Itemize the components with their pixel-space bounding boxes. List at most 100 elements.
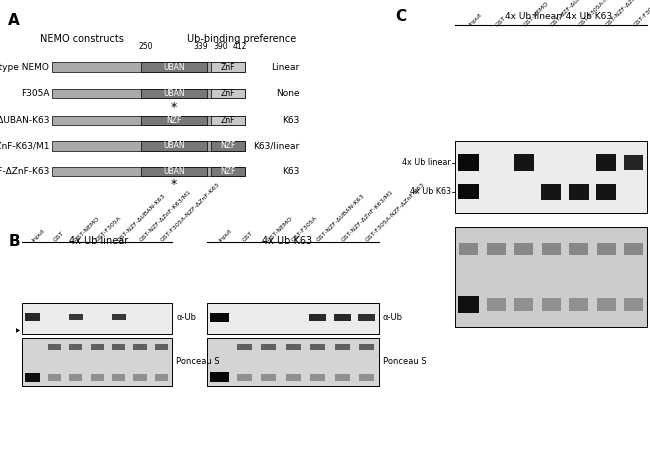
Text: NZF: NZF — [220, 167, 236, 176]
Text: GST-F305A: GST-F305A — [96, 215, 123, 243]
Bar — [285, 374, 301, 381]
Text: GST-NEMO: GST-NEMO — [523, 0, 549, 27]
Bar — [112, 314, 125, 320]
Bar — [487, 299, 506, 311]
Bar — [211, 313, 229, 321]
Text: ZnF: ZnF — [221, 89, 235, 98]
Bar — [359, 374, 374, 381]
Text: K63: K63 — [282, 167, 300, 176]
Text: α-Ub: α-Ub — [383, 313, 403, 322]
Text: GST-NEMO: GST-NEMO — [73, 216, 101, 243]
Bar — [458, 184, 479, 199]
Bar — [25, 373, 40, 382]
Bar — [211, 116, 245, 125]
Text: 250: 250 — [138, 43, 153, 51]
Bar — [112, 344, 125, 350]
Bar — [460, 243, 478, 255]
Bar — [237, 344, 252, 350]
Bar — [597, 243, 616, 255]
Text: GST-F305A-NZF-ΔZnF-K63: GST-F305A-NZF-ΔZnF-K63 — [160, 182, 220, 243]
Bar — [90, 374, 104, 381]
Bar — [569, 184, 589, 200]
Bar — [310, 374, 325, 381]
Bar — [455, 141, 647, 213]
Bar — [207, 338, 379, 386]
Bar — [261, 344, 276, 350]
Bar — [52, 89, 245, 98]
Bar — [52, 63, 245, 72]
Text: ▶: ▶ — [16, 328, 20, 333]
Text: Input: Input — [218, 228, 233, 243]
Bar — [112, 374, 125, 381]
Text: GST-NZF-ΔUBAN-K63: GST-NZF-ΔUBAN-K63 — [316, 193, 365, 243]
Bar — [155, 374, 168, 381]
Bar — [90, 344, 104, 350]
Bar — [133, 344, 147, 350]
Text: GST: GST — [52, 231, 65, 243]
Text: ZnF: ZnF — [221, 63, 235, 72]
Bar — [458, 154, 479, 171]
Text: GST-NZF-ΔZnF-K63/M1: GST-NZF-ΔZnF-K63/M1 — [340, 189, 394, 243]
Bar — [542, 299, 560, 311]
Text: F305A: F305A — [21, 89, 49, 98]
Bar — [52, 116, 245, 125]
Bar — [514, 243, 533, 255]
Bar — [542, 243, 560, 255]
Text: GST-F305A-NZF-ΔZnF-K63: GST-F305A-NZF-ΔZnF-K63 — [577, 0, 638, 27]
Bar — [211, 167, 245, 176]
Bar — [47, 374, 61, 381]
Bar — [207, 303, 379, 333]
Text: 390: 390 — [213, 43, 228, 51]
Text: K63/linear: K63/linear — [254, 141, 300, 150]
Text: GST-NZF-ΔZnF-K63/M1: GST-NZF-ΔZnF-K63/M1 — [605, 0, 650, 27]
Bar — [624, 243, 643, 255]
Bar — [487, 243, 506, 255]
Text: B: B — [8, 234, 20, 249]
Bar — [569, 243, 588, 255]
Bar — [458, 296, 479, 313]
Bar — [69, 374, 83, 381]
Bar — [211, 63, 245, 72]
Bar — [47, 344, 61, 350]
Text: GST-F305A: GST-F305A — [632, 0, 650, 27]
Bar — [310, 344, 325, 350]
Bar — [211, 372, 229, 382]
Text: NZF: NZF — [166, 116, 181, 125]
Text: ZnF: ZnF — [221, 116, 235, 125]
Text: Input: Input — [31, 228, 46, 243]
Text: GST-F305A-NZF-ΔZnF-K63: GST-F305A-NZF-ΔZnF-K63 — [365, 182, 426, 243]
Bar — [514, 154, 534, 171]
Text: K63: K63 — [282, 116, 300, 125]
Text: F305A NZF-ΔZnF-K63: F305A NZF-ΔZnF-K63 — [0, 167, 49, 176]
Text: GST-NZF-ΔZnF-K63/M1: GST-NZF-ΔZnF-K63/M1 — [138, 189, 192, 243]
Text: Wild type NEMO: Wild type NEMO — [0, 63, 49, 72]
Bar — [22, 338, 172, 386]
Bar — [596, 184, 616, 200]
Text: 339: 339 — [193, 43, 208, 51]
Bar — [335, 374, 350, 381]
Bar — [211, 89, 245, 98]
Text: NEMO constructs: NEMO constructs — [40, 34, 124, 44]
Text: A: A — [8, 13, 20, 28]
Text: Linear: Linear — [272, 63, 300, 72]
Text: Ponceau S: Ponceau S — [383, 357, 426, 366]
Bar — [359, 344, 374, 350]
Text: *: * — [171, 178, 177, 191]
Bar — [514, 299, 533, 311]
Text: Ponceau S: Ponceau S — [176, 357, 220, 366]
Text: 4x Ub K63: 4x Ub K63 — [410, 187, 451, 196]
Bar — [624, 299, 643, 311]
Bar — [25, 313, 40, 321]
Text: 4x Ub linear: 4x Ub linear — [402, 158, 451, 167]
Bar — [211, 141, 245, 150]
Bar — [22, 303, 172, 333]
Text: GST-NEMO: GST-NEMO — [266, 216, 294, 243]
Bar — [309, 313, 326, 321]
Bar — [624, 155, 643, 170]
Bar — [52, 167, 245, 176]
Text: *: * — [171, 100, 177, 113]
Bar — [237, 374, 252, 381]
Text: None: None — [276, 89, 300, 98]
Text: GST-NZF-ΔUBAN-K63: GST-NZF-ΔUBAN-K63 — [550, 0, 600, 27]
Bar — [569, 299, 588, 311]
